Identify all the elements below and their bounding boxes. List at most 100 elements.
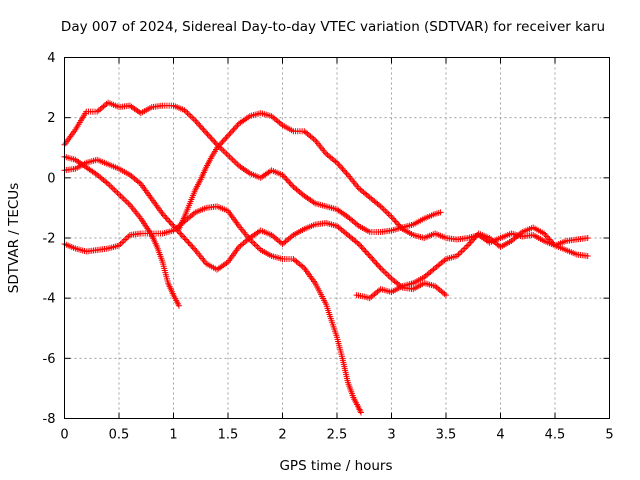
data-point <box>372 259 379 266</box>
data-point <box>362 248 369 255</box>
data-point <box>123 198 130 205</box>
data-point <box>120 195 127 202</box>
data-point <box>120 238 127 245</box>
data-point <box>125 200 132 207</box>
data-point <box>226 153 233 160</box>
data-point <box>335 161 342 168</box>
data-point <box>162 213 169 220</box>
data-point <box>192 117 199 124</box>
data-point <box>184 110 191 117</box>
x-tick-label: 3 <box>387 428 395 443</box>
data-point <box>204 131 211 138</box>
data-point <box>253 242 260 249</box>
data-point <box>193 119 200 126</box>
data-point <box>228 155 235 162</box>
data-point <box>385 272 392 279</box>
data-point <box>443 292 449 299</box>
data-point <box>221 149 228 156</box>
data-point <box>199 125 206 132</box>
data-point <box>283 176 290 183</box>
data-point <box>379 204 386 211</box>
data-point <box>212 140 219 147</box>
data-point <box>342 168 349 175</box>
x-tick-label: 2.5 <box>327 428 348 443</box>
data-point <box>225 132 231 139</box>
data-point <box>386 212 393 219</box>
data-point <box>373 260 380 267</box>
data-point <box>393 219 400 226</box>
data-point <box>225 152 231 159</box>
data-point <box>251 241 258 248</box>
data-point <box>336 162 343 169</box>
data-point <box>358 244 365 251</box>
data-point <box>383 271 390 278</box>
data-point <box>166 218 173 225</box>
data-point <box>175 302 182 309</box>
chart-title: Day 007 of 2024, Sidereal Day-to-day VTE… <box>61 19 605 35</box>
data-point <box>385 210 392 217</box>
tick-label-layer: 0 0.5 1 1.5 2 2.5 3 3.5 4 4.5 5 -8 -6 -4 -2 0 2 4 <box>43 51 614 443</box>
data-point <box>180 233 187 240</box>
data-point <box>466 241 473 248</box>
data-point <box>370 257 377 264</box>
data-point <box>184 238 191 245</box>
data-point <box>163 215 170 222</box>
data-point <box>219 138 226 145</box>
data-point <box>111 186 118 193</box>
y-axis-label: SDTVAR / TECUs <box>6 183 22 293</box>
data-point <box>187 113 194 120</box>
data-point <box>188 242 195 249</box>
plot-frame <box>64 57 610 419</box>
data-point <box>220 137 227 144</box>
data-point <box>368 254 375 261</box>
data-point <box>230 126 237 133</box>
x-tick-label: 2 <box>278 428 286 443</box>
data-point <box>167 219 174 226</box>
data-point <box>190 245 197 252</box>
data-point <box>357 242 364 249</box>
data-point <box>123 235 130 241</box>
data-point <box>389 215 396 222</box>
data-point <box>189 244 196 251</box>
data-point <box>464 242 471 249</box>
data-point <box>190 116 197 123</box>
data-point <box>222 135 229 142</box>
data-point <box>229 156 236 163</box>
data-point <box>119 239 126 246</box>
data-point <box>186 241 193 248</box>
data-point <box>254 244 261 251</box>
data-point <box>369 256 376 263</box>
data-point <box>223 150 230 157</box>
data-point <box>289 182 296 189</box>
data-point <box>231 125 238 132</box>
data-point <box>195 120 202 127</box>
y-tick-label: -2 <box>43 232 56 247</box>
data-point <box>380 206 387 213</box>
data-point <box>109 185 116 192</box>
data-point <box>220 147 227 154</box>
data-point <box>114 189 121 196</box>
data-point <box>543 233 550 240</box>
data-point <box>119 194 126 201</box>
data-point <box>178 231 185 238</box>
x-tick-label: 1 <box>169 428 177 443</box>
y-tick-label: -6 <box>43 352 56 367</box>
data-point <box>461 245 468 252</box>
data-point <box>343 170 350 177</box>
data-point <box>338 164 345 171</box>
data-point <box>227 129 234 136</box>
data-point <box>116 191 122 198</box>
data-point <box>205 132 212 139</box>
x-tick-label: 4.5 <box>545 428 566 443</box>
data-point <box>223 134 230 141</box>
x-tick-label: 1.5 <box>218 428 239 443</box>
series-track-c <box>61 153 182 309</box>
data-point <box>165 216 172 223</box>
data-point <box>112 188 119 195</box>
data-point <box>357 409 364 416</box>
series-track-e <box>175 110 591 249</box>
data-point <box>211 138 218 145</box>
data-point <box>282 174 289 181</box>
series-layer <box>61 99 591 416</box>
data-point <box>374 262 381 269</box>
